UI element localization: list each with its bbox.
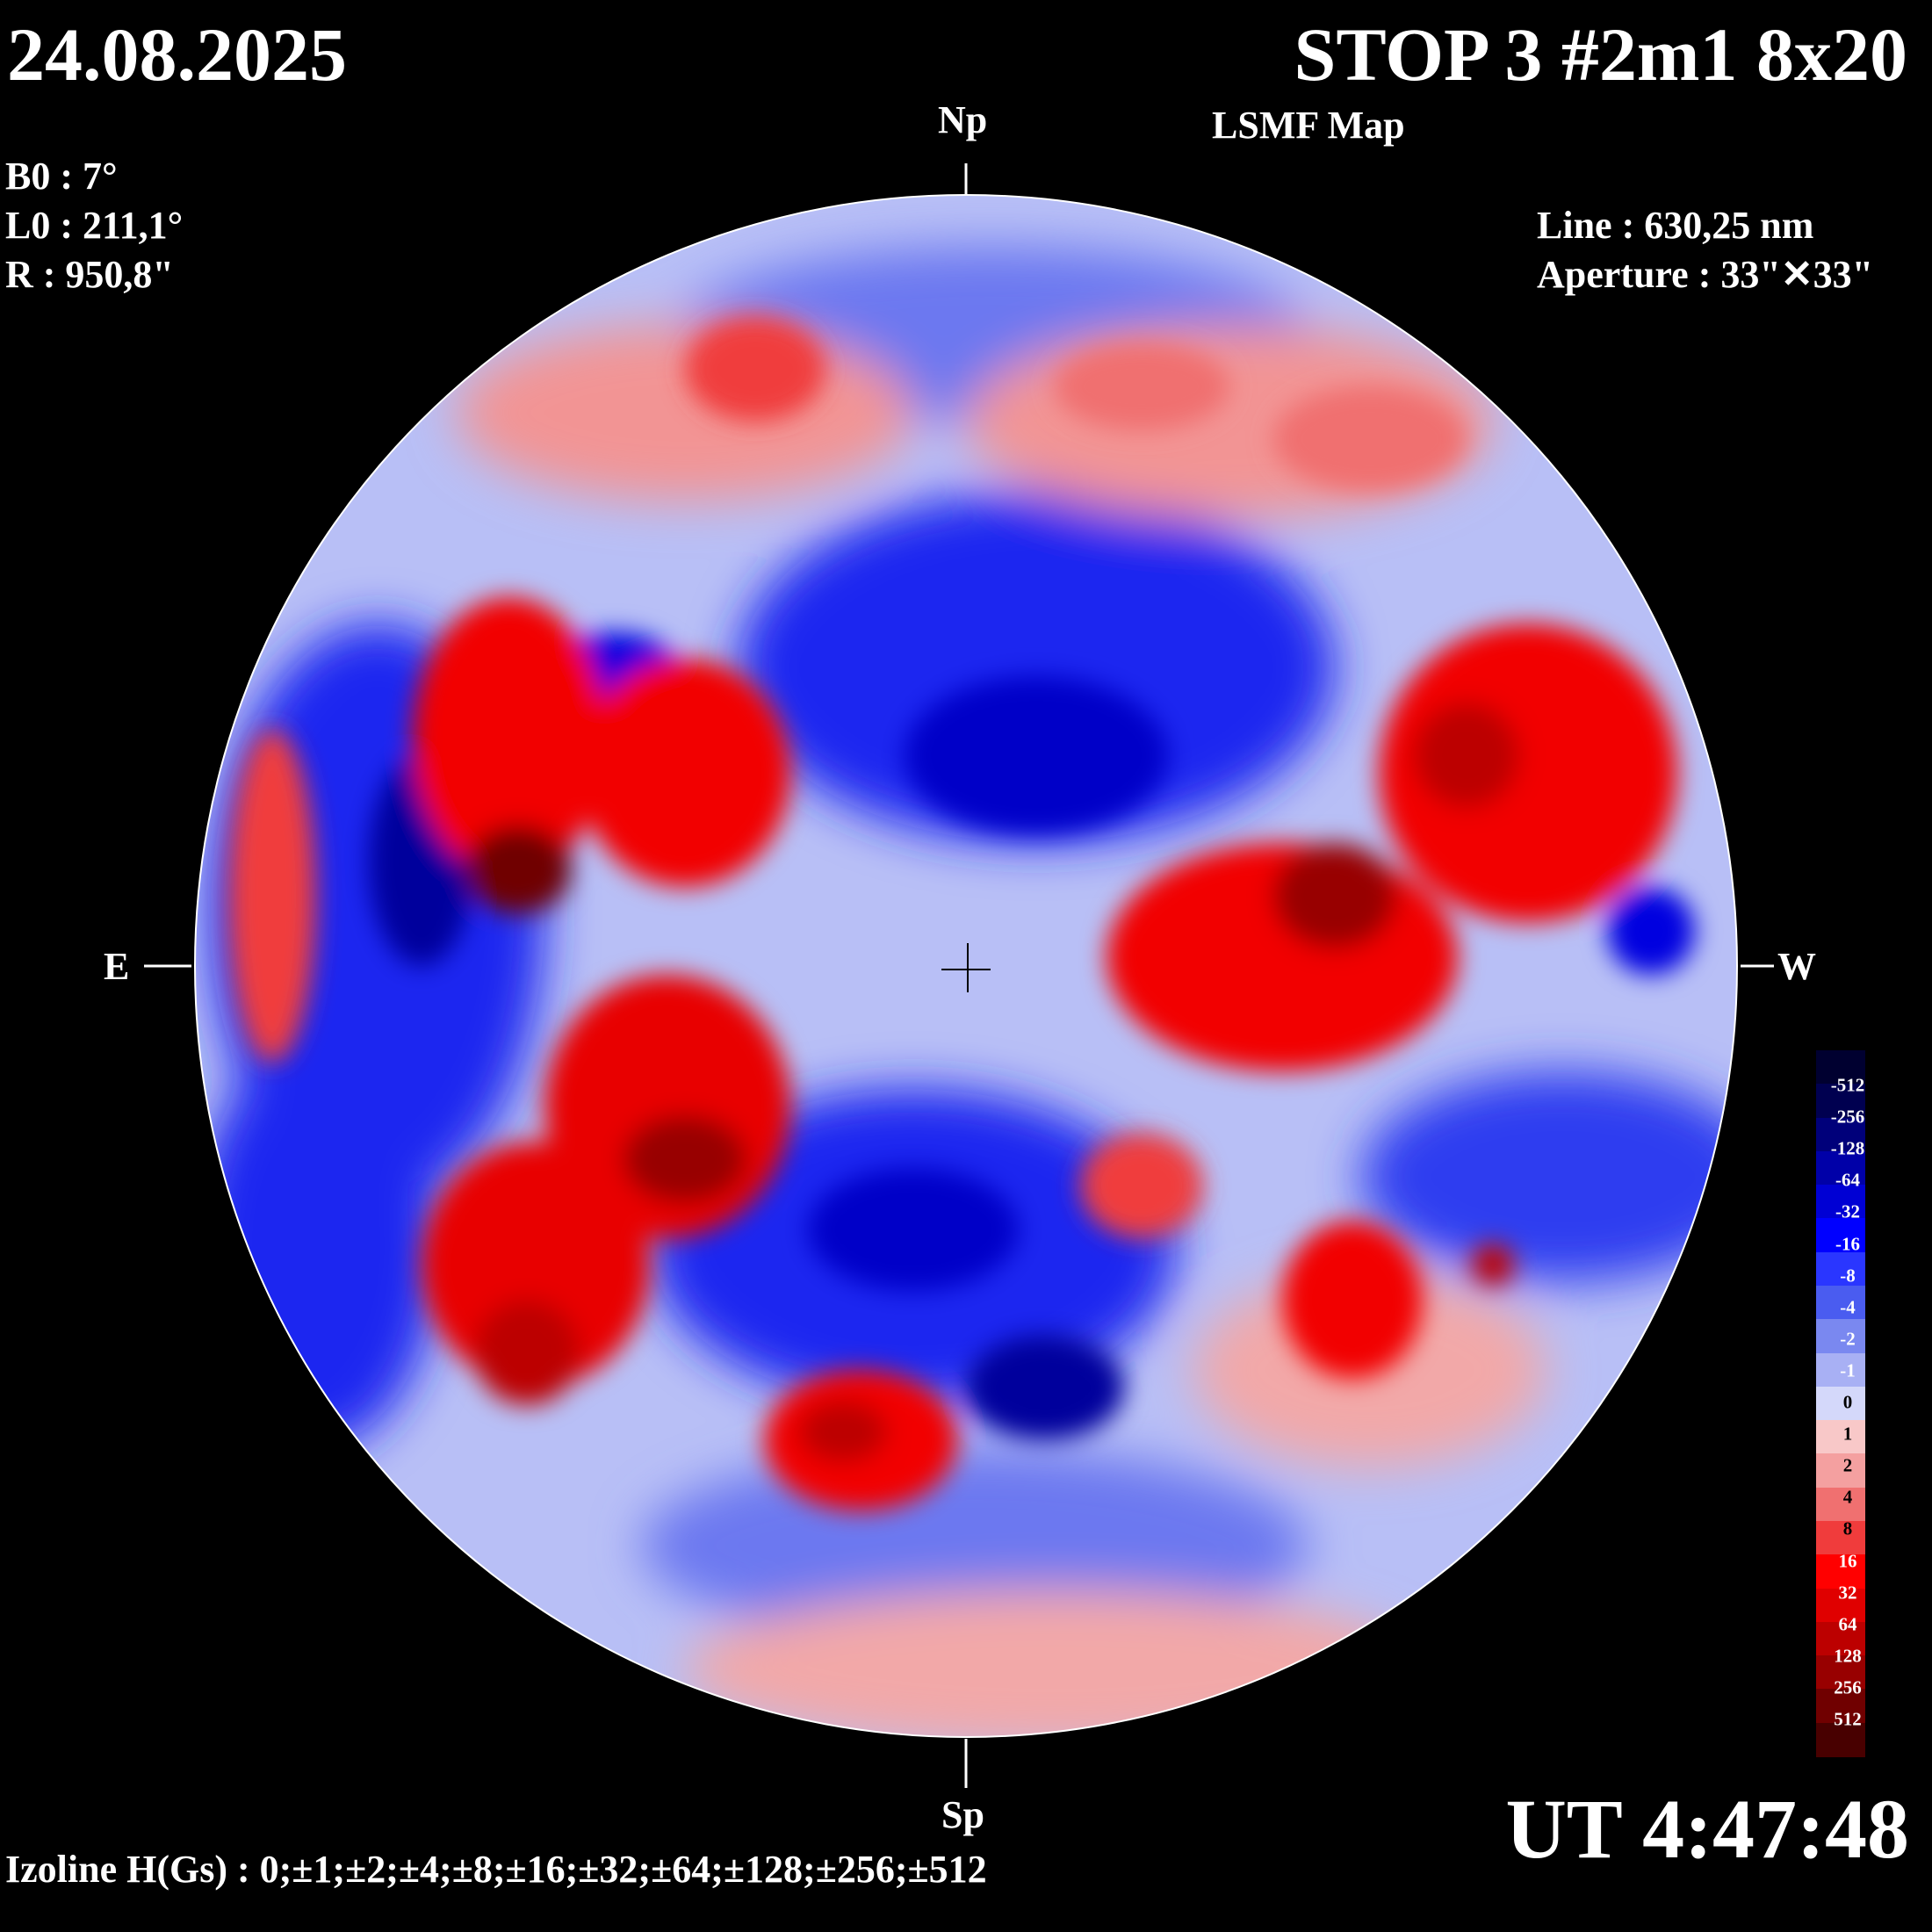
legend-swatch	[1816, 1185, 1865, 1220]
legend-label: -8	[1840, 1265, 1856, 1287]
south-pole-label: Sp	[941, 1793, 984, 1836]
legend-swatch	[1816, 1084, 1865, 1119]
legend-label: 0	[1842, 1391, 1853, 1413]
legend-label: 4	[1842, 1486, 1853, 1508]
west-label: W	[1777, 945, 1816, 988]
legend-swatch	[1816, 1655, 1865, 1690]
legend-swatch	[1816, 1319, 1865, 1354]
legend-label: -512	[1830, 1074, 1865, 1096]
legend-swatch	[1816, 1386, 1865, 1422]
param-r: R : 950,8"	[5, 253, 174, 296]
legend-swatch	[1816, 1588, 1865, 1623]
legend-label: 64	[1838, 1613, 1857, 1635]
legend-swatch	[1816, 1218, 1865, 1253]
ut-time: UT 4:47:48	[1505, 1782, 1909, 1876]
izoline-levels: Izoline H(Gs) : 0;±1;±2;±4;±8;±16;±32;±6…	[5, 1848, 987, 1891]
legend-swatch	[1816, 1689, 1865, 1724]
legend-swatch	[1816, 1621, 1865, 1657]
solar-disk	[195, 195, 1737, 1737]
legend-swatch	[1816, 1487, 1865, 1522]
legend-label: 16	[1838, 1550, 1857, 1571]
legend-swatch	[1816, 1150, 1865, 1186]
legend-label: -64	[1835, 1169, 1860, 1191]
legend-swatch	[1816, 1453, 1865, 1489]
legend-swatch	[1816, 1352, 1865, 1388]
legend-label: -32	[1835, 1200, 1860, 1222]
legend-label: -1	[1840, 1359, 1856, 1381]
map-subtitle: LSMF Map	[1212, 104, 1405, 147]
legend-swatch	[1816, 1117, 1865, 1152]
legend-label: -2	[1840, 1328, 1856, 1350]
legend-label: 2	[1842, 1454, 1853, 1476]
param-l0: L0 : 211,1°	[5, 204, 184, 247]
legend-label: 1	[1842, 1423, 1853, 1445]
legend-swatch	[1816, 1251, 1865, 1287]
observation-date: 24.08.2025	[7, 12, 347, 97]
legend-label: 8	[1842, 1517, 1853, 1539]
legend-swatch	[1816, 1286, 1865, 1321]
legend-swatch	[1816, 1050, 1865, 1085]
legend-label: -16	[1835, 1233, 1860, 1254]
aperture: Aperture : 33"✕33"	[1537, 253, 1874, 296]
legend-label: -256	[1830, 1106, 1865, 1128]
north-pole-label: Np	[938, 98, 988, 141]
east-label: E	[104, 945, 130, 988]
legend-label: 256	[1834, 1676, 1862, 1698]
legend-label: 512	[1834, 1708, 1862, 1730]
param-b0: B0 : 7°	[5, 155, 118, 198]
legend-swatch	[1816, 1420, 1865, 1455]
legend-label: 128	[1834, 1645, 1862, 1667]
legend-swatch	[1816, 1722, 1865, 1757]
legend-label: -128	[1830, 1137, 1865, 1159]
legend-swatch	[1816, 1554, 1865, 1590]
legend-label: -4	[1840, 1296, 1856, 1318]
color-legend	[1816, 1050, 1865, 1757]
legend-label: 32	[1838, 1582, 1857, 1604]
legend-swatch	[1816, 1521, 1865, 1556]
map-title: STOP 3 #2m1 8x20	[1294, 12, 1907, 97]
spectral-line: Line : 630,25 nm	[1537, 204, 1814, 247]
